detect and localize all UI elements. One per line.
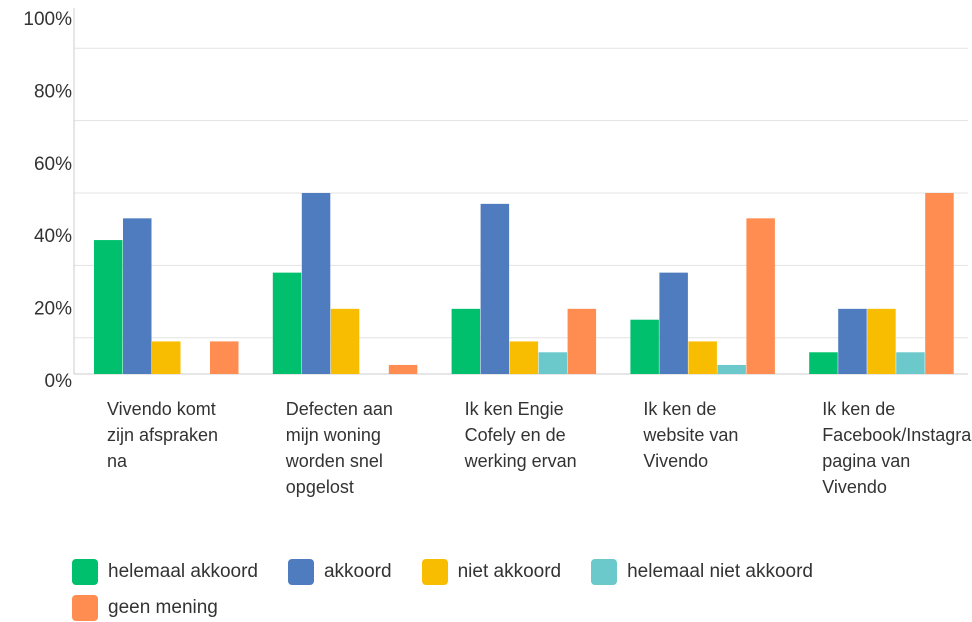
bar <box>210 341 239 374</box>
legend-swatch <box>421 559 448 585</box>
legend-label: akkoord <box>323 561 392 582</box>
y-tick-label: 100% <box>23 9 72 30</box>
bar <box>152 341 181 374</box>
bar <box>538 352 568 374</box>
legend-item: helemaal niet akkoord <box>591 558 813 586</box>
legend-label: niet akkoord <box>457 561 562 582</box>
bar <box>388 364 418 374</box>
bar <box>301 193 331 374</box>
y-tick-label: 0% <box>45 371 73 392</box>
bar <box>94 240 123 374</box>
y-tick-label: 60% <box>34 154 72 175</box>
bar <box>746 218 775 374</box>
legend-item: helemaal akkoord <box>72 558 258 586</box>
x-tick-label: Ik ken de website van Vivendo <box>643 399 739 471</box>
bar <box>451 308 481 374</box>
y-tick-label: 40% <box>34 226 72 247</box>
legend: helemaal akkoord akkoord niet akkoord helem… <box>72 558 962 622</box>
bar <box>272 272 302 374</box>
x-tick-label: Vivendo komt zijn afspraken na <box>107 399 219 471</box>
y-tick-label: 20% <box>34 299 72 320</box>
legend-label: helemaal niet akkoord <box>627 561 813 582</box>
bar <box>567 308 597 374</box>
legend-swatch <box>591 559 618 585</box>
bar <box>925 193 954 374</box>
legend-label: helemaal akkoord <box>108 561 258 582</box>
bar <box>480 203 510 374</box>
bar <box>330 308 360 374</box>
legend-item: niet akkoord <box>421 558 562 586</box>
bar <box>867 308 896 374</box>
legend-item: akkoord <box>287 558 392 586</box>
bar <box>123 218 152 374</box>
x-tick-label: Defecten aan mijn woning worden snel opg… <box>285 399 393 497</box>
bar <box>838 308 867 374</box>
bar <box>659 272 688 374</box>
bar <box>630 319 659 374</box>
x-tick-label: Ik ken de Facebook/Instagram pagina van … <box>822 399 972 497</box>
bar <box>688 341 717 374</box>
x-tick-label: Ik ken Engie Cofely en de werking ervan <box>464 399 577 471</box>
legend-swatch <box>72 559 98 585</box>
bar <box>717 364 746 374</box>
bar <box>509 341 539 374</box>
y-tick-label: 80% <box>34 81 72 102</box>
legend-swatch <box>72 595 98 621</box>
bar <box>896 352 925 374</box>
legend-label: geen mening <box>108 597 218 618</box>
legend-item: geen mening <box>72 594 218 622</box>
bar <box>809 352 838 374</box>
legend-swatch <box>287 559 314 585</box>
